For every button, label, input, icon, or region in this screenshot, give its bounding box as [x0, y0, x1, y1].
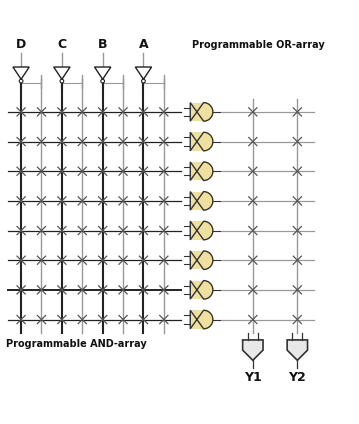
- Bar: [190, 192, 204, 210]
- Polygon shape: [190, 162, 213, 181]
- Bar: [190, 221, 204, 240]
- Circle shape: [101, 79, 104, 83]
- Text: B: B: [98, 38, 107, 51]
- Polygon shape: [190, 281, 213, 299]
- Bar: [190, 103, 204, 121]
- Polygon shape: [287, 340, 308, 360]
- Polygon shape: [190, 310, 213, 329]
- Polygon shape: [243, 340, 263, 360]
- Polygon shape: [190, 132, 213, 151]
- Text: Programmable AND-array: Programmable AND-array: [6, 339, 147, 349]
- Text: D: D: [16, 38, 26, 51]
- Polygon shape: [190, 221, 213, 240]
- Circle shape: [141, 79, 145, 83]
- Polygon shape: [190, 251, 213, 270]
- Bar: [190, 162, 204, 181]
- Text: Y2: Y2: [289, 371, 306, 384]
- Text: C: C: [57, 38, 66, 51]
- Text: A: A: [139, 38, 148, 51]
- Polygon shape: [13, 67, 29, 79]
- Bar: [190, 251, 204, 270]
- Polygon shape: [94, 67, 111, 79]
- Bar: [190, 310, 204, 329]
- Text: Programmable OR-array: Programmable OR-array: [192, 40, 325, 50]
- Polygon shape: [190, 103, 213, 121]
- Circle shape: [60, 79, 64, 83]
- Polygon shape: [190, 192, 213, 210]
- Circle shape: [19, 79, 23, 83]
- Polygon shape: [54, 67, 70, 79]
- Text: Y1: Y1: [244, 371, 262, 384]
- Bar: [190, 132, 204, 151]
- Polygon shape: [135, 67, 151, 79]
- Bar: [190, 281, 204, 299]
